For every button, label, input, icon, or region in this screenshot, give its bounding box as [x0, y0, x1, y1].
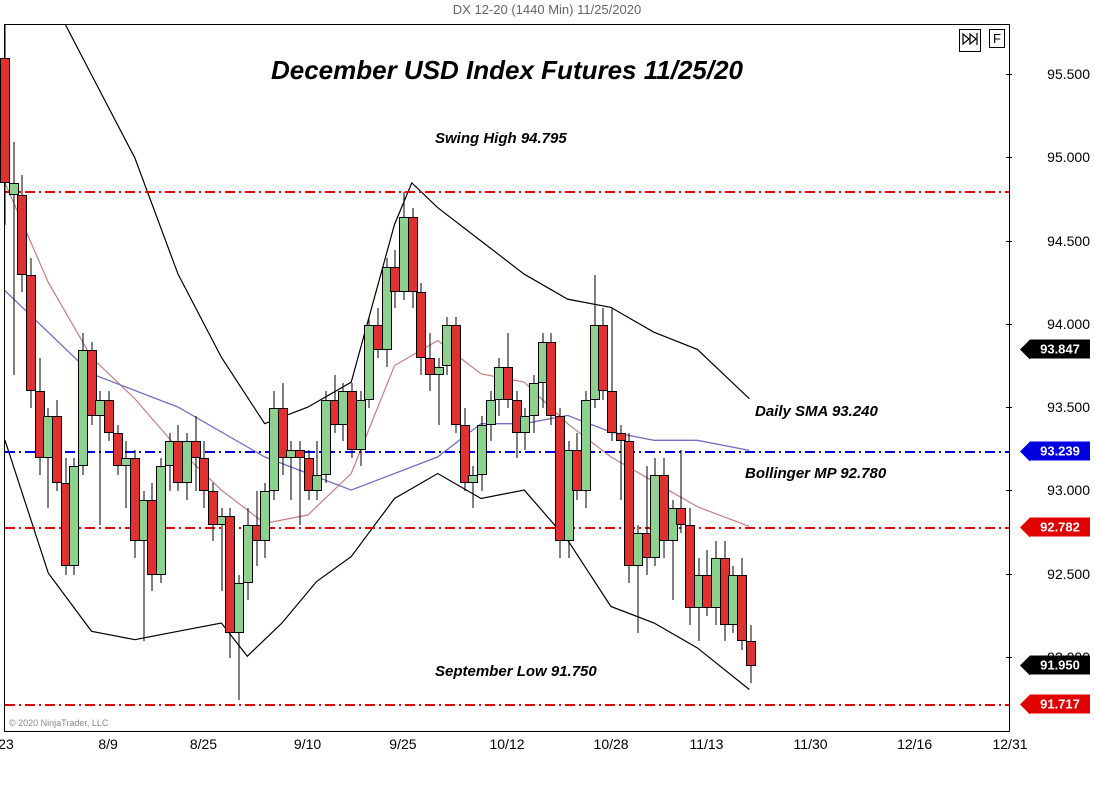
horizontal-level-line — [5, 451, 1009, 453]
play-forward-icon[interactable] — [959, 29, 981, 52]
x-tick-label: 12/16 — [897, 736, 932, 752]
chart-annotation: Swing High 94.795 — [435, 130, 567, 147]
horizontal-level-line — [5, 704, 1009, 706]
x-tick-label: /23 — [0, 736, 14, 752]
corner-f-indicator[interactable]: F — [989, 29, 1005, 48]
chart-header-symbol: DX 12-20 (1440 Min) 11/25/2020 — [0, 2, 1094, 17]
y-tick-label: 93.500 — [1047, 399, 1090, 415]
chart-annotation: Bollinger MP 92.780 — [745, 465, 886, 482]
y-tick-label: 93.000 — [1047, 482, 1090, 498]
chart-annotation: September Low 91.750 — [435, 663, 597, 680]
x-tick-label: 8/25 — [190, 736, 217, 752]
x-tick-label: 12/31 — [992, 736, 1027, 752]
price-tag: 92.782 — [1030, 517, 1090, 536]
candle — [69, 458, 79, 575]
copyright-label: © 2020 NinjaTrader, LLC — [7, 717, 110, 729]
chart-plot-area[interactable]: December USD Index Futures 11/25/20 Swin… — [4, 24, 1010, 732]
y-tick-label: 94.000 — [1047, 316, 1090, 332]
chart-annotation: Daily SMA 93.240 — [755, 403, 878, 420]
y-tick-label: 95.500 — [1047, 66, 1090, 82]
price-tag: 91.950 — [1030, 656, 1090, 675]
candle — [746, 625, 756, 683]
horizontal-level-line — [5, 191, 1009, 193]
y-tick-label: 94.500 — [1047, 233, 1090, 249]
x-tick-label: 11/13 — [689, 736, 723, 752]
y-axis: 92.00092.50093.00093.50094.00094.50095.0… — [1012, 24, 1090, 732]
x-tick-label: 9/10 — [294, 736, 321, 752]
price-tag: 93.239 — [1030, 441, 1090, 460]
x-tick-label: 11/30 — [794, 736, 828, 752]
x-tick-label: 10/12 — [489, 736, 524, 752]
chart-title: December USD Index Futures 11/25/20 — [271, 55, 743, 86]
x-tick-label: 9/25 — [389, 736, 416, 752]
price-tag: 93.847 — [1030, 340, 1090, 359]
x-tick-label: 10/28 — [594, 736, 629, 752]
y-tick-label: 92.500 — [1047, 566, 1090, 582]
x-axis: /238/98/259/109/2510/1210/2811/1311/3012… — [4, 732, 1010, 762]
y-tick-label: 95.000 — [1047, 149, 1090, 165]
candle — [607, 308, 617, 441]
candle — [581, 391, 591, 508]
price-tag: 91.717 — [1030, 695, 1090, 714]
x-tick-label: 8/9 — [98, 736, 117, 752]
